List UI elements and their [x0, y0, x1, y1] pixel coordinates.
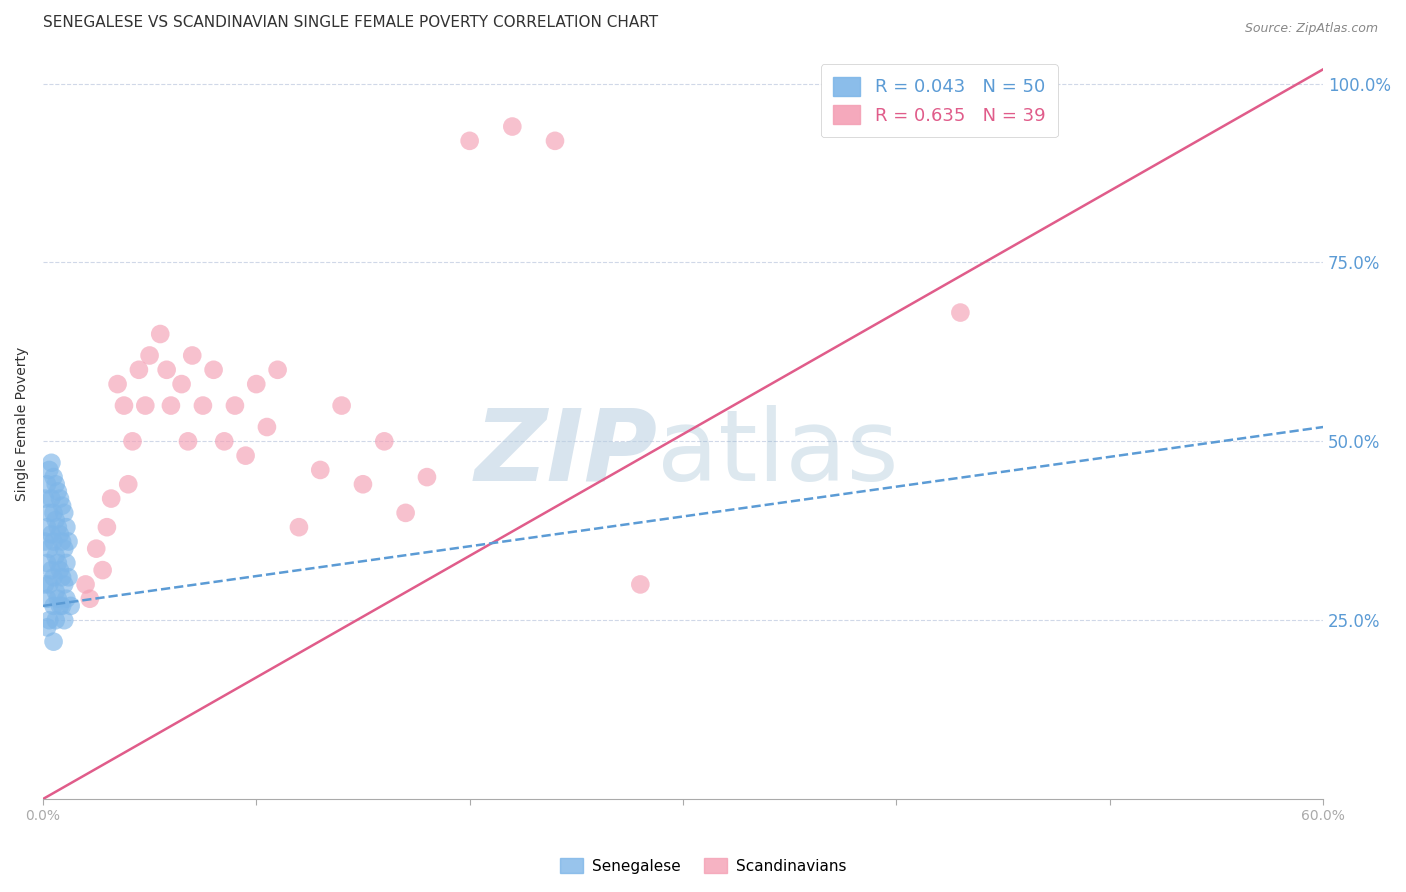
- Point: [544, 134, 567, 148]
- Point: [55, 591, 77, 606]
- Point: [41, 456, 63, 470]
- Point: [41, 491, 63, 506]
- Point: [37, 591, 59, 606]
- Text: ZIP: ZIP: [474, 405, 658, 502]
- Point: [45, 549, 67, 563]
- Point: [46, 591, 69, 606]
- Point: [42, 570, 65, 584]
- Point: [49, 527, 72, 541]
- Point: [170, 377, 193, 392]
- Point: [84, 541, 107, 556]
- Point: [46, 484, 69, 499]
- Point: [49, 563, 72, 577]
- Point: [256, 420, 278, 434]
- Y-axis label: Single Female Poverty: Single Female Poverty: [15, 346, 30, 500]
- Point: [37, 520, 59, 534]
- Point: [628, 577, 651, 591]
- Point: [373, 434, 395, 449]
- Point: [134, 399, 156, 413]
- Point: [330, 399, 353, 413]
- Point: [51, 534, 73, 549]
- Point: [53, 613, 76, 627]
- Point: [34, 534, 56, 549]
- Point: [58, 534, 80, 549]
- Point: [55, 556, 77, 570]
- Point: [309, 463, 332, 477]
- Point: [37, 477, 59, 491]
- Point: [45, 477, 67, 491]
- Point: [41, 563, 63, 577]
- Point: [149, 326, 172, 341]
- Point: [45, 584, 67, 599]
- Legend: Senegalese, Scandinavians: Senegalese, Scandinavians: [554, 852, 852, 880]
- Point: [34, 491, 56, 506]
- Point: [38, 506, 60, 520]
- Point: [96, 520, 118, 534]
- Point: [501, 120, 523, 134]
- Point: [138, 349, 160, 363]
- Point: [46, 556, 69, 570]
- Point: [38, 463, 60, 477]
- Point: [51, 570, 73, 584]
- Point: [42, 634, 65, 648]
- Point: [352, 477, 374, 491]
- Legend: R = 0.043   N = 50, R = 0.635   N = 39: R = 0.043 N = 50, R = 0.635 N = 39: [821, 64, 1059, 137]
- Point: [46, 520, 69, 534]
- Point: [191, 399, 214, 413]
- Point: [58, 570, 80, 584]
- Text: atlas: atlas: [658, 405, 898, 502]
- Point: [51, 599, 73, 613]
- Point: [160, 399, 183, 413]
- Point: [202, 363, 225, 377]
- Point: [45, 513, 67, 527]
- Point: [266, 363, 288, 377]
- Point: [49, 599, 72, 613]
- Point: [394, 506, 416, 520]
- Point: [79, 591, 101, 606]
- Point: [42, 534, 65, 549]
- Point: [235, 449, 257, 463]
- Point: [156, 363, 179, 377]
- Point: [42, 506, 65, 520]
- Text: SENEGALESE VS SCANDINAVIAN SINGLE FEMALE POVERTY CORRELATION CHART: SENEGALESE VS SCANDINAVIAN SINGLE FEMALE…: [44, 15, 658, 30]
- Point: [177, 434, 200, 449]
- Point: [41, 527, 63, 541]
- Point: [38, 613, 60, 627]
- Point: [42, 470, 65, 484]
- Point: [55, 520, 77, 534]
- Point: [107, 377, 129, 392]
- Point: [53, 506, 76, 520]
- Point: [37, 556, 59, 570]
- Point: [121, 434, 143, 449]
- Point: [38, 577, 60, 591]
- Point: [37, 620, 59, 634]
- Point: [288, 520, 311, 534]
- Point: [224, 399, 246, 413]
- Point: [75, 577, 97, 591]
- Point: [416, 470, 439, 484]
- Point: [245, 377, 267, 392]
- Point: [112, 399, 135, 413]
- Point: [38, 541, 60, 556]
- Point: [51, 499, 73, 513]
- Point: [949, 305, 972, 319]
- Point: [53, 541, 76, 556]
- Point: [128, 363, 150, 377]
- Point: [49, 491, 72, 506]
- Point: [45, 613, 67, 627]
- Point: [34, 577, 56, 591]
- Point: [53, 577, 76, 591]
- Point: [59, 599, 82, 613]
- Text: Source: ZipAtlas.com: Source: ZipAtlas.com: [1244, 22, 1378, 36]
- Point: [458, 134, 481, 148]
- Point: [42, 599, 65, 613]
- Point: [100, 491, 122, 506]
- Point: [91, 563, 114, 577]
- Point: [117, 477, 139, 491]
- Point: [181, 349, 204, 363]
- Point: [214, 434, 236, 449]
